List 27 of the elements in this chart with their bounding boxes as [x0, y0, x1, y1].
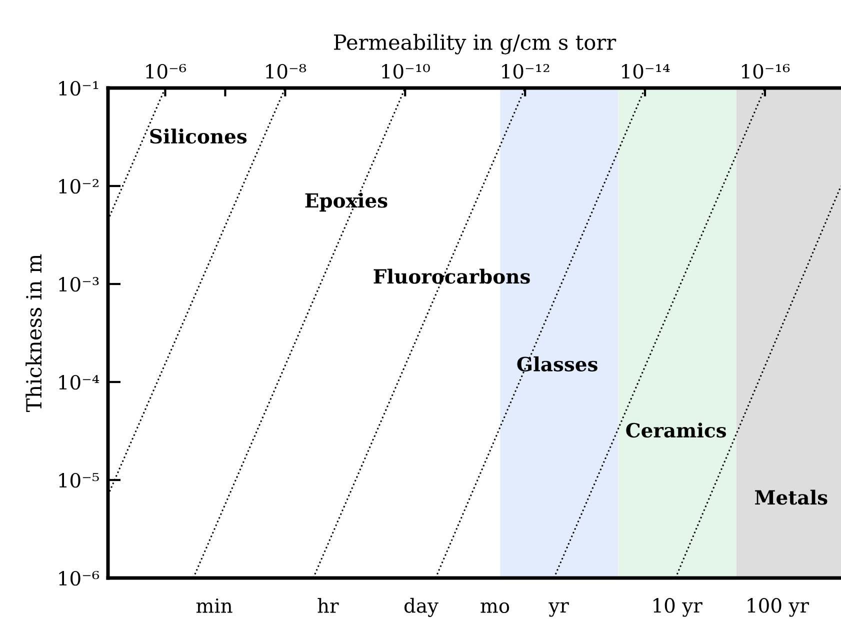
x-tick-label: 10⁻⁸	[266, 64, 306, 79]
x-tick-label: 10⁻¹⁶	[742, 64, 790, 79]
annotation: Fluorocarbons	[374, 268, 530, 284]
annotation: Epoxies	[305, 192, 388, 212]
text: mo	[480, 602, 510, 614]
text: day	[404, 598, 438, 617]
text: min	[196, 598, 232, 613]
y-tick-label: 10⁻²	[59, 178, 98, 194]
annotation: Metals	[755, 490, 828, 505]
x-axis-title: Permeability in g/cm s torr	[334, 34, 616, 54]
text: hr	[318, 598, 339, 613]
x-tick-label: 10⁻¹⁰	[382, 64, 430, 79]
text: 10 yr	[654, 598, 702, 617]
annotation: Silicones	[150, 128, 247, 144]
text: yr	[548, 602, 569, 617]
x-tick-label: 10⁻¹⁴	[622, 64, 670, 79]
y-tick-label: 10⁻⁶	[59, 570, 100, 586]
y-tick-label: 10⁻¹	[59, 80, 98, 96]
y-tick-label: 10⁻⁴	[59, 374, 100, 390]
y-axis-title: Thickness in m	[26, 254, 42, 412]
y-tick-label: 10⁻³	[59, 276, 99, 292]
x-tick-label: 10⁻⁶	[146, 64, 186, 79]
annotation: Ceramics	[626, 422, 726, 438]
x-tick-label: 10⁻¹²	[502, 64, 550, 79]
text: 100 yr	[748, 598, 810, 617]
y-tick-label: 10⁻⁵	[59, 472, 99, 488]
annotation: Glasses	[517, 356, 598, 372]
